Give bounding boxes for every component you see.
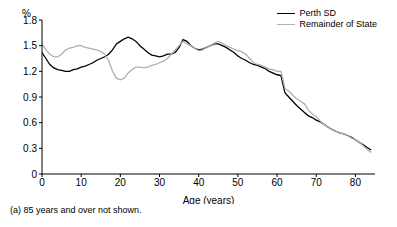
svg-text:Age (years): Age (years) [183, 195, 235, 204]
svg-text:70: 70 [311, 177, 323, 188]
svg-text:10: 10 [76, 177, 88, 188]
svg-text:0.6: 0.6 [23, 117, 37, 128]
svg-text:0: 0 [31, 169, 37, 180]
html-text:Perth SD: Perth SD [299, 8, 336, 18]
svg-text:80: 80 [350, 177, 362, 188]
html-text:(a) 85 years and over not show: (a) 85 years and over not shown. [10, 205, 142, 215]
svg-text:20: 20 [115, 177, 127, 188]
svg-text:1.5: 1.5 [23, 40, 37, 51]
svg-text:50: 50 [232, 177, 244, 188]
svg-text:0.3: 0.3 [23, 143, 37, 154]
svg-text:60: 60 [271, 177, 283, 188]
html-text:Remainder of State: Remainder of State [299, 19, 377, 29]
svg-text:1.2: 1.2 [23, 66, 37, 77]
svg-text:0: 0 [39, 177, 45, 188]
svg-text:1.8: 1.8 [23, 15, 37, 26]
svg-text:40: 40 [193, 177, 205, 188]
svg-text:0.9: 0.9 [23, 92, 37, 103]
svg-text:30: 30 [154, 177, 166, 188]
